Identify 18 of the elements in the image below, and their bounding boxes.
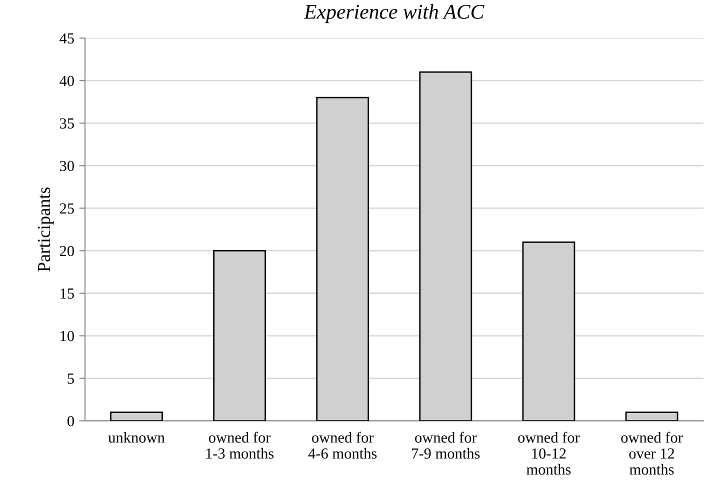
x-tick-label: owned for 4-6 months <box>308 432 377 459</box>
y-tick-label: 5 <box>68 374 74 384</box>
x-tick-label: unknown <box>108 432 165 443</box>
y-tick-label: 30 <box>60 160 74 172</box>
y-axis-title: Participants <box>38 187 54 272</box>
y-tick-label: 40 <box>60 76 74 86</box>
y-tick-label: 0 <box>67 416 74 426</box>
x-tick-label: owned for over 12 months <box>621 432 683 475</box>
y-tick-label: 45 <box>60 33 74 44</box>
x-tick-label: owned for 7-9 months <box>412 432 480 459</box>
y-tick-label: 10 <box>60 330 74 342</box>
y-tick-label: 20 <box>60 246 74 256</box>
x-tick-label: owned for 10-12 months <box>518 432 580 475</box>
y-tick-label: 15 <box>60 288 74 299</box>
chart-title: Experience with ACC <box>304 4 484 24</box>
y-tick-label: 35 <box>60 118 74 129</box>
y-tick-label: 25 <box>60 203 74 214</box>
x-tick-label: owned for 1-3 months <box>206 432 274 459</box>
